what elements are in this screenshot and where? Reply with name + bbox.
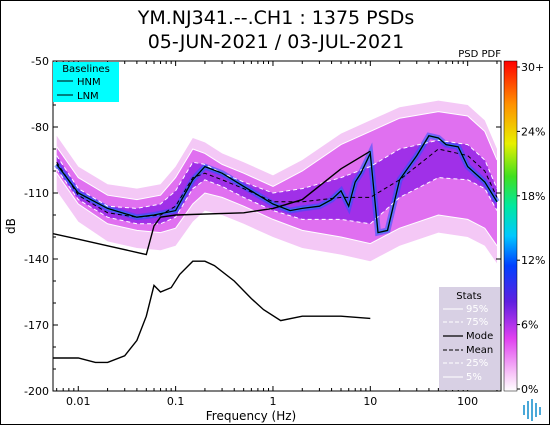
colorbar-label: PSD PDF	[458, 49, 501, 60]
series-line-hnm	[53, 150, 371, 256]
stats-mode-label: Mode	[466, 331, 493, 342]
y-tick-label: -110	[24, 187, 49, 200]
stats-mean-label: Mean	[466, 345, 493, 356]
y-tick-label: -140	[24, 253, 49, 266]
series-line-95pct	[56, 111, 498, 201]
x-axis-title: Frequency (Hz)	[206, 409, 297, 423]
colorbar-tick-label: 24%	[521, 125, 545, 138]
series-line-25pct	[56, 168, 498, 225]
lines-layer	[53, 111, 498, 364]
x-tick-label: 100	[457, 395, 478, 408]
series-line-mean	[56, 148, 498, 218]
stats-legend: Stats 95% 75% Mode Mean 25% 5%	[439, 287, 500, 390]
lnm-legend-label: LNM	[77, 91, 99, 102]
series-line-75pct	[56, 139, 498, 209]
y-axis-title: dB	[4, 218, 18, 234]
y-tick-label: -200	[24, 385, 49, 398]
colorbar	[503, 60, 518, 392]
series-line-lnm	[53, 260, 371, 364]
stats-25-label: 25%	[466, 358, 488, 369]
colorbar-tick-label: 0%	[521, 383, 538, 396]
y-tick-label: -170	[24, 319, 49, 332]
hnm-legend-label: HNM	[77, 77, 101, 88]
colorbar-tick-label: 6%	[521, 319, 538, 332]
stats-5-label: 5%	[466, 372, 482, 383]
chart-title: YM.NJ341.--.CH1 : 1375 PSDs	[137, 7, 415, 29]
x-tick-label: 10	[363, 395, 377, 408]
x-tick-label: 0.01	[66, 395, 91, 408]
baselines-legend-title: Baselines	[62, 64, 110, 75]
stats-75-label: 75%	[466, 317, 488, 328]
stats-legend-title: Stats	[456, 291, 482, 302]
y-tick-label: -50	[31, 55, 49, 68]
colorbar-tick-label: 30+	[521, 61, 544, 74]
series-line-mode	[56, 135, 498, 234]
series-line-5pct	[56, 172, 498, 247]
x-tick-label: 0.1	[167, 395, 185, 408]
baselines-legend: Baselines HNM LNM	[53, 62, 119, 102]
colorbar-tick-label: 12%	[521, 254, 545, 267]
colorbar-ticks: 30+ 24% 18% 12% 6% 0%	[517, 61, 545, 396]
colorbar-tick-label: 18%	[521, 190, 545, 203]
density-band-inner	[56, 140, 497, 224]
axes-layer: 0.01 0.1 1 10 100 -50 -80 -110 -140 -170 -200	[24, 55, 501, 408]
wave-logo-icon	[523, 399, 541, 421]
y-tick-label: -80	[31, 121, 49, 134]
chart-subtitle: 05-JUN-2021 / 03-JUL-2021	[147, 31, 405, 53]
x-tick-label: 1	[269, 395, 276, 408]
stats-95-label: 95%	[466, 304, 488, 315]
